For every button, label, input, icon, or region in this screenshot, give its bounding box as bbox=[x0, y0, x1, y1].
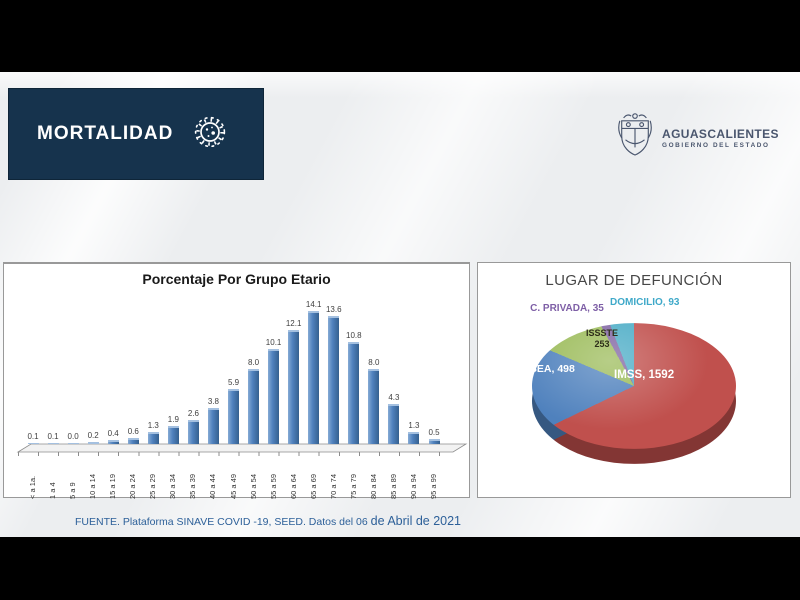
x-axis-ticks bbox=[18, 452, 458, 456]
bar bbox=[268, 349, 280, 444]
letterbox-bottom bbox=[0, 537, 800, 600]
bar-value-label: 2.6 bbox=[187, 408, 199, 418]
pie-slice-label: ISSSTE 253 bbox=[585, 328, 618, 349]
x-axis-category-label: 1 a 4 bbox=[48, 482, 58, 499]
bar-value-label: 0.2 bbox=[87, 431, 99, 441]
bar-chart-plot-area: 0.1 < a 1a. 0.1 1 a 4 0.0 5 a 9 0.2 10 a 14 0.4 1… bbox=[4, 264, 469, 499]
bar bbox=[207, 408, 219, 444]
bar bbox=[348, 342, 360, 444]
x-axis-category-label: 75 a 79 bbox=[348, 473, 358, 499]
bar-value-label: 1.3 bbox=[408, 420, 420, 430]
bar-value-label: 8.0 bbox=[368, 357, 380, 367]
source-text: FUENTE. Plataforma SINAVE COVID -19, SEE… bbox=[75, 516, 371, 528]
x-axis-category-label: 95 a 99 bbox=[429, 473, 438, 499]
pie-slice-label: DOMICILIO, 93 bbox=[610, 297, 680, 308]
x-axis-category-label: 20 a 24 bbox=[128, 473, 138, 499]
slide: MORTALIDAD bbox=[0, 72, 800, 537]
bar-value-label: 14.1 bbox=[305, 300, 322, 310]
bar-value-label: 1.3 bbox=[147, 420, 159, 430]
bar-chart-panel: Porcentaje Por Grupo Etario 0.1 < a 1a. 0.… bbox=[3, 262, 470, 499]
virus-icon bbox=[193, 115, 227, 154]
bar bbox=[308, 311, 320, 444]
bar-value-label: 1.9 bbox=[167, 415, 179, 425]
bar bbox=[388, 403, 400, 444]
pie-slice-label: ISSEA, 498 bbox=[520, 363, 575, 375]
x-axis-category-label: 25 a 29 bbox=[148, 473, 158, 499]
x-axis-category-label: 80 a 84 bbox=[368, 473, 378, 499]
x-axis-category-label: 10 a 14 bbox=[88, 473, 98, 499]
x-axis-category-label: 30 a 34 bbox=[168, 473, 178, 499]
state-coat-of-arms-icon bbox=[616, 110, 654, 167]
x-axis-category-label: 45 a 49 bbox=[228, 473, 238, 499]
x-axis-category-label: 35 a 39 bbox=[188, 473, 198, 499]
bar bbox=[107, 440, 119, 444]
source-date: de Abril de 2021 bbox=[370, 514, 462, 528]
logo-state-name: AGUASCALIENTES bbox=[662, 126, 779, 141]
bar bbox=[328, 316, 340, 444]
x-axis-category-label: < a 1a. bbox=[28, 475, 37, 499]
x-axis-category-label: 50 a 54 bbox=[248, 473, 258, 499]
pie-slice-label: C. PRIVADA, 35 bbox=[530, 303, 604, 314]
bar bbox=[228, 388, 239, 444]
pie-highlight bbox=[532, 323, 736, 449]
logo-subtitle: GOBIERNO DEL ESTADO bbox=[662, 141, 770, 149]
bar bbox=[87, 442, 99, 444]
x-axis-category-label: 65 a 69 bbox=[308, 473, 318, 499]
section-header-mortalidad: MORTALIDAD bbox=[8, 88, 264, 180]
x-axis-category-label: 70 a 74 bbox=[328, 473, 338, 499]
bar-value-label: 0.1 bbox=[27, 431, 39, 441]
pie-top-face bbox=[532, 323, 736, 449]
bar-value-label: 0.5 bbox=[428, 428, 440, 438]
bar bbox=[187, 419, 199, 444]
bar bbox=[67, 442, 79, 444]
bar-value-label: 0.0 bbox=[67, 431, 79, 441]
bar bbox=[47, 442, 59, 444]
x-axis-category-label: 55 a 59 bbox=[268, 473, 278, 499]
x-axis-category-label: 85 a 89 bbox=[388, 473, 398, 499]
bar-value-label: 10.1 bbox=[265, 338, 282, 348]
bar bbox=[288, 330, 300, 444]
bar bbox=[167, 426, 179, 444]
page-title: MORTALIDAD bbox=[37, 123, 174, 144]
bar bbox=[127, 438, 139, 444]
bar bbox=[147, 431, 159, 444]
bar-value-label: 13.6 bbox=[325, 305, 342, 315]
bar-value-label: 4.3 bbox=[388, 392, 400, 402]
bar bbox=[428, 439, 440, 444]
x-axis-category-label: 5 a 9 bbox=[68, 482, 78, 499]
bar bbox=[27, 442, 39, 444]
bar-value-label: 12.1 bbox=[285, 319, 302, 329]
pie-chart-panel: LUGAR DE DEFUNCIÓN IMSS, 1592 ISSEA, 498 I… bbox=[477, 262, 791, 498]
pie-slice-label: IMSS, 1592 bbox=[614, 369, 675, 381]
government-logo: AGUASCALIENTES GOBIERNO DEL ESTADO bbox=[616, 110, 779, 167]
bar-value-label: 5.9 bbox=[227, 377, 240, 387]
bar bbox=[248, 368, 260, 444]
pie-chart-plot-area: IMSS, 1592 ISSEA, 498 ISSSTE 253 C. PRIVADA… bbox=[478, 263, 790, 497]
bar-chart-title: Porcentaje Por Grupo Etario bbox=[142, 271, 331, 287]
bar bbox=[368, 368, 380, 444]
bar-value-label: 0.1 bbox=[47, 431, 59, 441]
bar-value-label: 3.8 bbox=[207, 397, 219, 407]
x-axis-category-label: 60 a 64 bbox=[288, 473, 298, 499]
pie-chart-title: LUGAR DE DEFUNCIÓN bbox=[545, 272, 723, 289]
bar-value-label: 0.4 bbox=[107, 429, 119, 439]
bar bbox=[408, 431, 420, 444]
bar-value-label: 10.8 bbox=[346, 331, 362, 341]
letterbox-top bbox=[0, 0, 800, 72]
bar-value-label: 8.0 bbox=[247, 357, 260, 367]
source-note: FUENTE. Plataforma SINAVE COVID -19, SEE… bbox=[75, 512, 461, 530]
x-axis-category-label: 40 a 44 bbox=[208, 473, 218, 499]
bar-value-label: 0.6 bbox=[127, 427, 139, 437]
x-axis-category-label: 90 a 94 bbox=[408, 473, 418, 499]
x-axis-category-label: 15 a 19 bbox=[108, 473, 118, 499]
